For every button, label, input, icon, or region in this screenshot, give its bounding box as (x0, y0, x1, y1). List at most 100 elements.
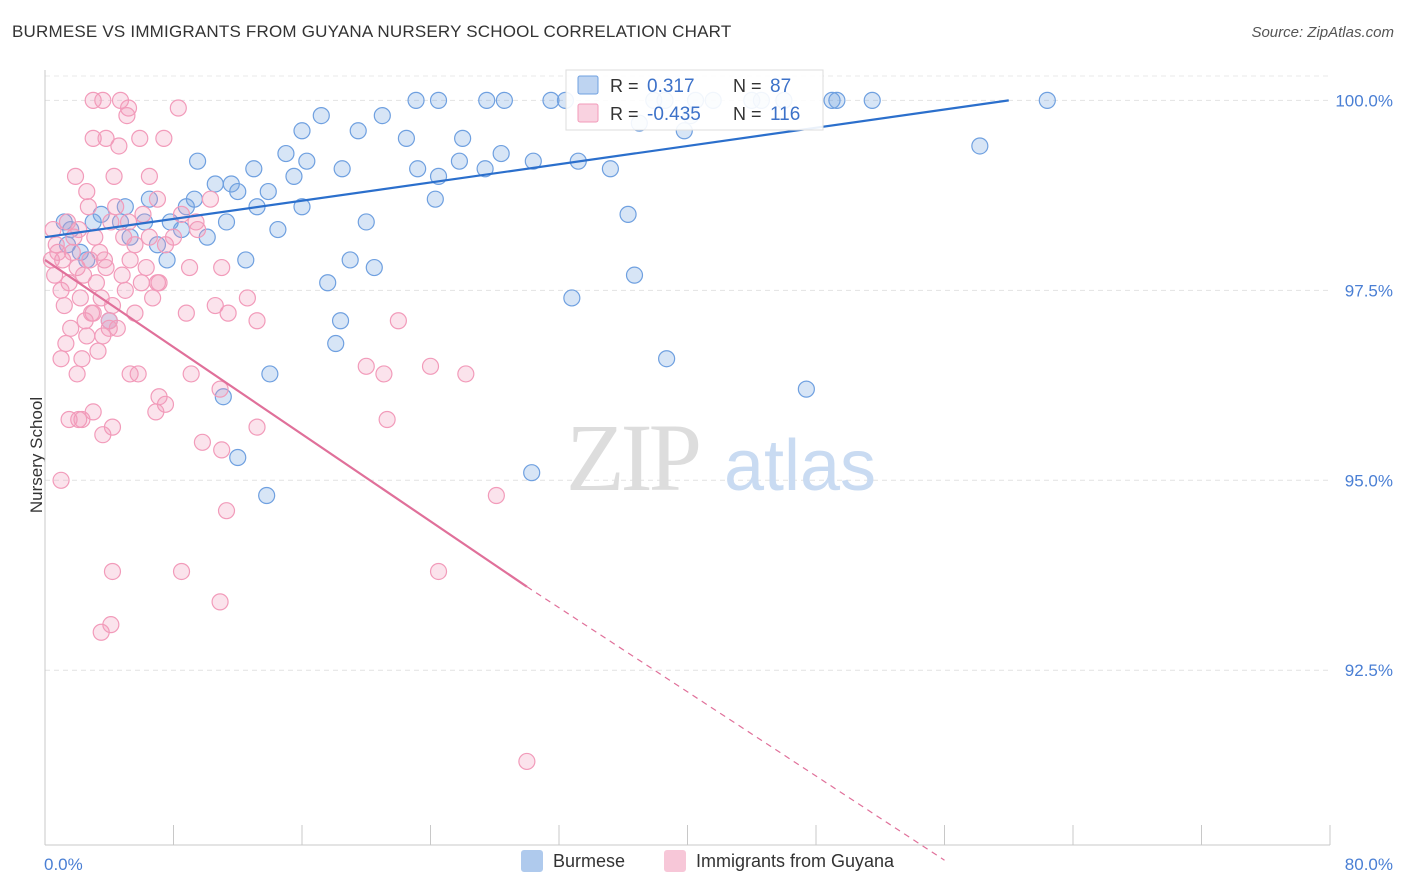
guyana-point (213, 441, 231, 459)
guyana-point (78, 182, 96, 201)
guyana-point (107, 198, 125, 216)
x-tick-label: 0.0% (44, 855, 83, 874)
guyana-point (100, 319, 118, 337)
burmese-point (84, 213, 102, 231)
burmese-point (397, 129, 416, 147)
burmese-point (523, 464, 541, 482)
y-tick-label: 95.0% (1345, 471, 1393, 490)
guyana-point (84, 129, 102, 147)
burmese-point (823, 91, 841, 109)
guyana-trend-line-extension (526, 586, 945, 861)
stats-r-label: R = (610, 104, 639, 124)
guyana-point (129, 365, 147, 383)
burmese-point (293, 122, 311, 140)
stats-n-value: 116 (770, 104, 800, 125)
guyana-point (126, 236, 144, 254)
guyana-point (103, 418, 122, 436)
guyana-point (378, 410, 396, 429)
guyana-point (110, 137, 128, 155)
burmese-point (454, 129, 472, 147)
burmese-point (971, 137, 989, 155)
burmese-point (277, 144, 295, 163)
y-tick-label: 97.5% (1345, 281, 1393, 300)
guyana-point (71, 289, 89, 307)
guyana-point (94, 91, 112, 109)
guyana-point (52, 471, 70, 489)
stats-n-label: N = (733, 76, 762, 96)
guyana-point (421, 357, 440, 375)
guyana-point (140, 167, 159, 185)
guyana-point (119, 213, 138, 231)
guyana-point (164, 228, 183, 246)
stats-r-value: -0.435 (647, 104, 701, 125)
burmese-point (524, 152, 542, 170)
watermark-atlas: atlas (724, 426, 876, 506)
burmese-point (478, 91, 496, 109)
legend-label-burmese: Burmese (553, 850, 626, 871)
burmese-point (349, 122, 367, 140)
guyana-point (217, 502, 236, 520)
guyana-point (201, 190, 220, 208)
guyana-point (206, 296, 224, 315)
guyana-point (487, 486, 505, 505)
burmese-point (341, 251, 359, 269)
burmese-point (495, 91, 513, 109)
guyana-point (68, 365, 86, 383)
guyana-point (84, 403, 102, 421)
legend-item-burmese[interactable]: Burmese (521, 850, 625, 872)
burmese-point (863, 91, 881, 109)
guyana-point (126, 304, 144, 322)
guyana-point (97, 129, 115, 147)
burmese-point (658, 350, 676, 368)
guyana-point (155, 129, 173, 147)
guyana-point (172, 562, 191, 581)
guyana-point (57, 334, 75, 353)
legend-item-guyana[interactable]: Immigrants from Guyana (664, 850, 894, 872)
guyana-point (134, 205, 152, 223)
guyana-point (87, 274, 106, 292)
guyana-point (148, 190, 167, 208)
guyana-point (187, 213, 205, 231)
burmese-point (333, 160, 351, 178)
stats-n-value: 87 (770, 76, 791, 97)
stats-legend-box (565, 69, 824, 131)
burmese-point (312, 106, 330, 125)
burmese-point (476, 160, 494, 178)
burmese-point (797, 380, 815, 398)
burmese-point (259, 182, 277, 201)
guyana-point (103, 562, 122, 581)
guyana-point (102, 616, 120, 634)
guyana-point (63, 243, 81, 261)
burmese-point (365, 258, 383, 277)
burmese-trend-line (44, 99, 1009, 239)
guyana-trend-line (44, 259, 528, 588)
guyana-point (193, 433, 212, 451)
guyana-point (62, 319, 80, 337)
burmese-point (429, 91, 448, 109)
burmese-point (563, 289, 581, 307)
guyana-point (147, 403, 165, 421)
burmese-point (269, 220, 287, 239)
guyana-point (131, 129, 149, 147)
burmese-point (188, 152, 207, 170)
burmese-point (206, 175, 224, 193)
legend: Burmese Immigrants from Guyana (0, 850, 1406, 880)
guyana-point (213, 258, 231, 277)
guyana-point (105, 167, 123, 185)
burmese-point (601, 160, 620, 178)
guyana-point (172, 205, 191, 223)
burmese-point (828, 91, 846, 109)
guyana-point (66, 167, 85, 185)
guyana-point (82, 304, 101, 322)
burmese-point (222, 175, 240, 193)
guyana-point (78, 327, 96, 345)
burmese-point (185, 190, 203, 208)
guyana-point (55, 296, 73, 315)
guyana-point (119, 99, 138, 117)
burmese-point (426, 190, 444, 208)
guyana-point (375, 365, 393, 383)
guyana-point (132, 274, 150, 292)
guyana-point (79, 198, 97, 216)
guyana-point (182, 365, 200, 383)
